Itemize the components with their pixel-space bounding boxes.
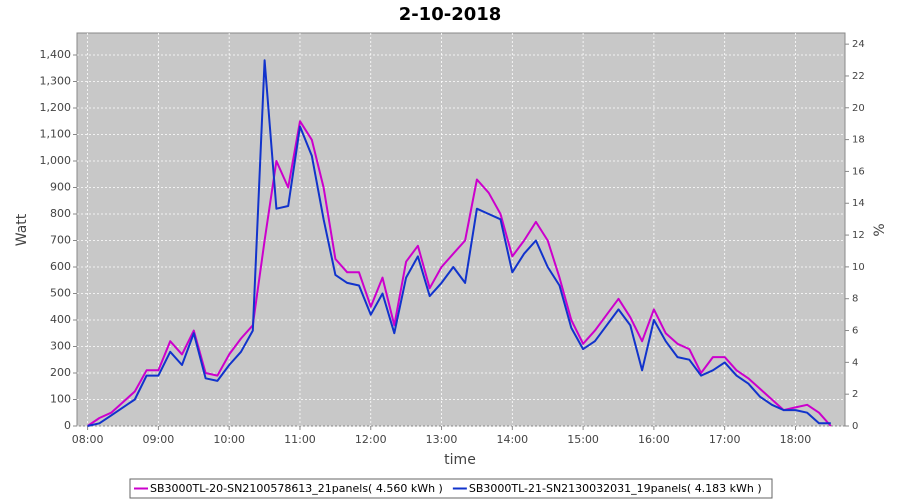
y-tick-label: 1,200 [40, 101, 72, 114]
y-tick-label: 900 [50, 180, 71, 193]
y-tick-label: 600 [50, 260, 71, 273]
series-line [87, 59, 831, 427]
y-tick-label: 200 [50, 366, 71, 379]
legend [129, 478, 773, 499]
y2-tick-label: 6 [852, 326, 858, 337]
x-tick-label: 13:00 [426, 433, 458, 446]
y2-axis-label: % [872, 223, 888, 236]
x-tick-label: 18:00 [780, 433, 812, 446]
y-tick-label: 800 [50, 207, 71, 220]
y-tick-label: 1,300 [40, 74, 72, 87]
x-tick-label: 15:00 [567, 433, 599, 446]
y-tick-label: 500 [50, 286, 71, 299]
y-tick-label: 700 [50, 233, 71, 246]
y-tick-label: 0 [64, 419, 71, 432]
y2-tick-label: 20 [852, 103, 865, 114]
y2-tick-label: 12 [852, 230, 865, 241]
y-tick-label: 1,100 [40, 127, 72, 140]
legend-label: SB3000TL-21-SN2130032031_19panels( 4.183… [469, 482, 762, 495]
x-tick-label: 17:00 [709, 433, 741, 446]
y2-tick-label: 24 [852, 39, 865, 50]
y2-tick-label: 4 [852, 357, 858, 368]
y-tick-label: 100 [50, 392, 71, 405]
x-tick-label: 11:00 [284, 433, 316, 446]
x-tick-label: 10:00 [213, 433, 245, 446]
x-tick-label: 12:00 [355, 433, 387, 446]
y-tick-label: 1,400 [40, 48, 72, 61]
x-tick-label: 14:00 [496, 433, 528, 446]
y2-tick-label: 2 [852, 389, 858, 400]
y2-tick-label: 14 [852, 198, 865, 209]
y2-tick-label: 22 [852, 71, 865, 82]
x-tick-label: 16:00 [638, 433, 670, 446]
y2-tick-label: 16 [852, 166, 865, 177]
y2-tick-label: 10 [852, 262, 865, 273]
y-tick-label: 1,000 [40, 154, 72, 167]
x-axis-label: time [444, 452, 476, 468]
chart-title: 2-10-2018 [399, 4, 502, 25]
y-tick-label: 300 [50, 339, 71, 352]
y2-tick-label: 18 [852, 135, 865, 146]
x-tick-label: 09:00 [143, 433, 175, 446]
y-axis-label: Watt [14, 213, 30, 246]
series-line [87, 120, 832, 427]
y-tick-label: 400 [50, 313, 71, 326]
y2-tick-label: 0 [852, 421, 858, 432]
plot-area [76, 32, 846, 427]
legend-label: SB3000TL-20-SN2100578613_21panels( 4.560… [150, 482, 443, 495]
x-tick-label: 08:00 [72, 433, 104, 446]
y2-tick-label: 8 [852, 294, 858, 305]
